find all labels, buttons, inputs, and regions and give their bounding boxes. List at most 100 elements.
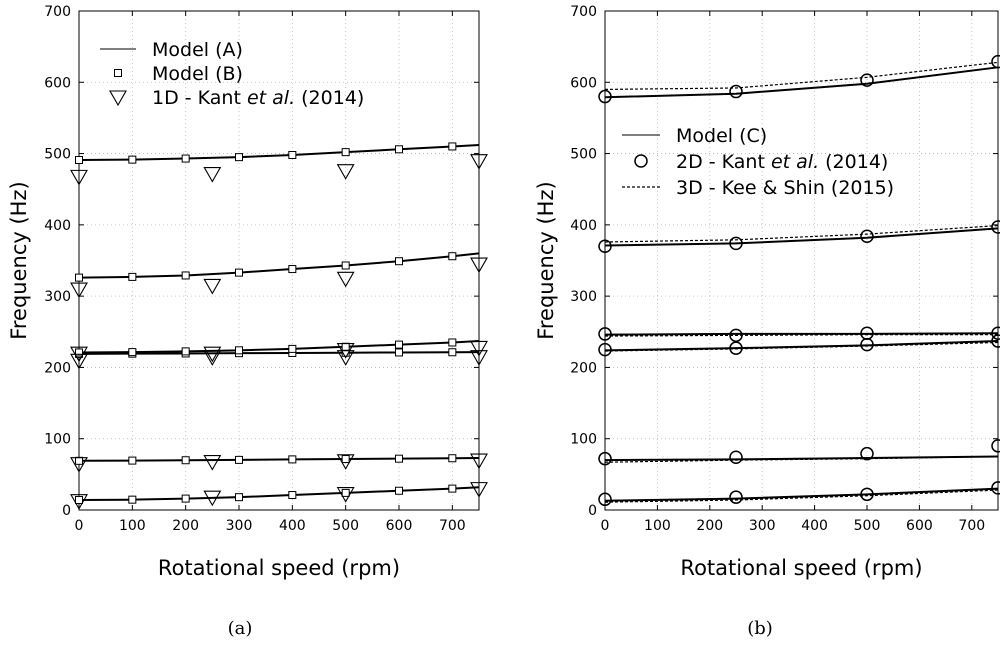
x-tick-label: 500 [854,518,881,534]
y-tick-label: 400 [570,218,597,234]
2d-kant-et-al-2014-point [598,89,612,104]
model-c-line [604,487,999,502]
y-tick-label: 100 [570,432,597,448]
y-tick-label: 0 [62,503,71,519]
2d-kant-et-al-2014-point [598,492,612,507]
1d-kant-et-al-2014-point [336,164,355,180]
2d-kant-et-al-2014-point [729,490,743,504]
x-tick-label: 100 [119,518,146,534]
2d-kant-et-al-2014-point [991,220,1000,234]
model-b-point [181,347,190,356]
legend: Model (A)Model (B)1D - Kant et al. (2014… [100,39,364,109]
2d-kant-et-al-2014-point [860,326,874,340]
chart-panel-b: 0 100 200 300 400 500 600 700 0 100 200 300 400 500 60… [534,4,1000,639]
2d-kant-et-al-2014-point [991,334,1000,348]
model-b-point [341,455,350,464]
model-a-line [78,252,480,279]
1d-kant-et-al-2014-point [470,154,488,170]
model-b-point [448,142,457,151]
1d-kant-et-al-2014-point [203,166,222,183]
2d-kant-et-al-2014-point [860,446,874,461]
y-tick-label: 400 [44,218,71,234]
1d-kant-et-al-2014-point [336,350,355,366]
model-b-point [395,145,403,154]
y-tick-label: 700 [44,4,71,20]
model-b-point [235,346,243,355]
1d-kant-et-al-2014-point [70,457,88,473]
model-b-point [448,484,457,493]
model-c-line [604,332,999,336]
model-b-point [128,456,137,465]
legend-label-part: 1D - Kant [152,87,247,109]
x-tick-label: 600 [906,518,933,534]
model-b-point [235,268,243,277]
chart-panel-a: 0 100 200 300 400 500 600 700 0 100 200 300 400 500 60… [7,4,488,639]
model-b-point [75,496,83,505]
model-b-point [448,252,457,261]
1d-kant-et-al-2014-point [470,453,488,470]
1d-kant-et-al-2014-point [203,346,222,363]
model-b-point [288,150,297,159]
model-b-point [128,272,137,281]
2d-kant-et-al-2014-point [860,487,874,502]
1d-kant-et-al-2014-point [470,482,488,498]
x-tick-label: 600 [386,518,413,534]
plot-frame [604,10,999,511]
panel-caption: (a) [228,618,253,639]
model-b-point [235,493,243,502]
model-b-point [181,494,190,503]
1d-kant-et-al-2014-point [70,346,88,363]
x-tick-label: 400 [279,518,306,534]
1d-kant-et-al-2014-point [336,454,355,470]
y-axis-label: Frequency (Hz) [7,181,31,339]
model-b-point [395,340,403,349]
y-tick-label: 500 [570,147,597,163]
model-b-point [75,273,83,282]
model-b-point [395,486,403,495]
2d-kant-et-al-2014-point [729,450,743,464]
model-a-line [78,144,480,161]
legend-label-italic: et al. [247,87,295,109]
y-tick-label: 100 [44,432,71,448]
x-tick-label: 0 [75,518,84,534]
model-c-line [604,340,999,352]
model-b-point [288,265,297,274]
y-tick-label: 300 [570,289,597,305]
1d-kant-et-al-2014-point [70,169,88,186]
2d-kant-et-al-2014-point [729,236,743,251]
model-b-point [341,261,350,270]
model-b-point [181,456,190,465]
1d-kant-et-al-2014-point [70,282,88,299]
x-tick-label: 100 [644,518,671,534]
x-tick-label: 200 [172,518,199,534]
legend-label: Model (C) [676,125,767,147]
2d-kant-et-al-2014-point [729,84,743,99]
2d-kant-et-al-2014-point [860,73,874,87]
1d-kant-et-al-2014-point [336,487,355,503]
plot-frame [78,10,480,511]
y-tick-label: 300 [44,289,71,305]
2d-kant-et-al-2014-point [598,451,612,466]
model-b-point [75,348,83,357]
1d-kant-et-al-2014-point [203,454,222,471]
model-b-point [235,153,243,162]
model-b-point [235,455,243,464]
model-b-point [395,348,403,357]
legend-label: 2D - Kant et al. (2014) [676,151,888,173]
legend-label-italic: et al. [771,151,819,173]
legend-label: 3D - Kee & Shin (2015) [676,177,894,199]
2d-kant-et-al-2014-point [860,229,874,244]
legend-label-part: 2D - Kant [676,151,771,173]
2d-kant-et-al-2014-point [991,326,1000,340]
model-b-point [181,271,190,280]
model-b-point [288,344,297,353]
1d-kant-et-al-2014-point [70,353,88,370]
2d-kant-et-al-2014-point [991,481,1000,495]
y-tick-label: 700 [570,4,597,20]
model-b-point [395,454,403,463]
legend-label: Model (A) [152,39,243,61]
1d-kant-et-al-2014-point [203,350,222,366]
1d-kant-et-al-2014-point [470,257,488,274]
model-b-point [288,455,297,464]
